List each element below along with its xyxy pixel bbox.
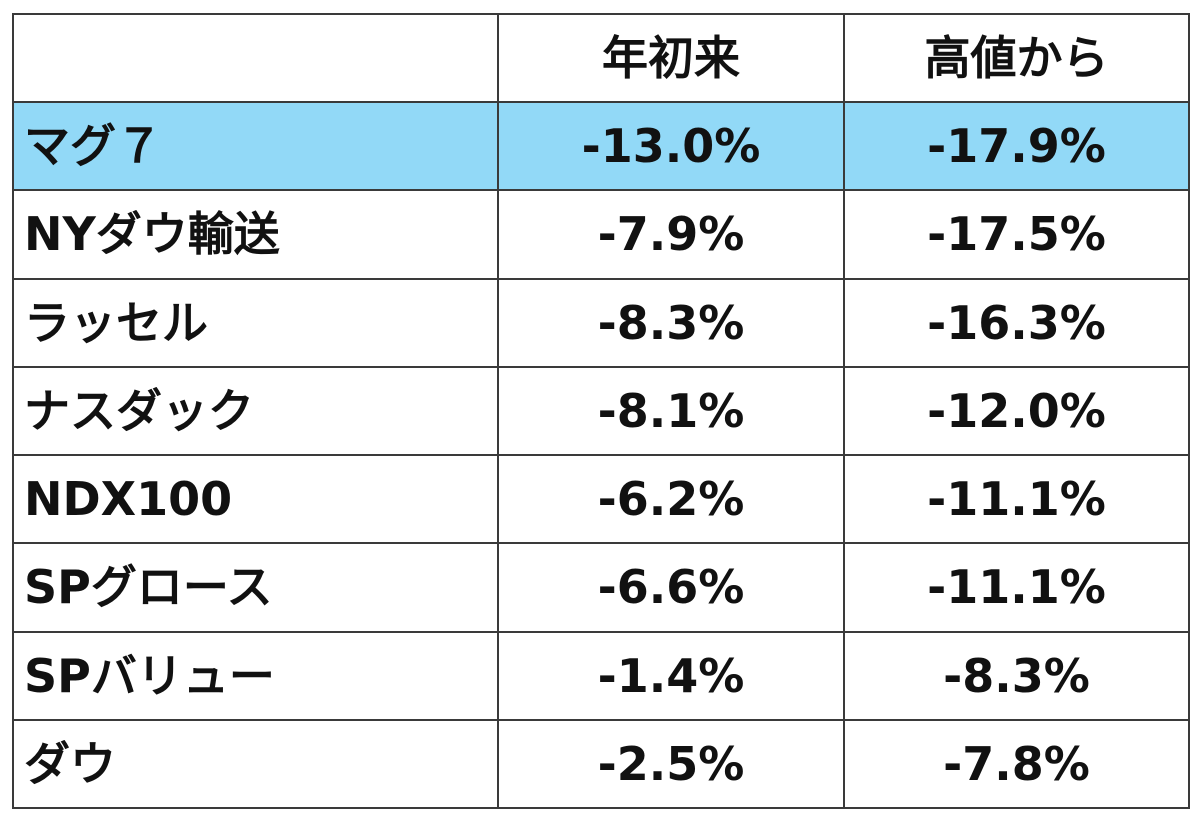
- header-ytd-cell: 年初来: [497, 13, 845, 103]
- row-name-cell: NYダウ輸送: [12, 189, 499, 280]
- row-name-cell: ラッセル: [12, 277, 499, 368]
- row-ytd-cell: -13.0%: [497, 100, 845, 192]
- row-ytd-cell: -7.9%: [497, 189, 845, 280]
- returns-table-container: 年初来 高値から マグ７ -13.0% -17.9% NYダウ輸送 -7.9% -17.5…: [12, 13, 1190, 810]
- table-body: マグ７ -13.0% -17.9% NYダウ輸送 -7.9% -17.5% ラッセル -8.3…: [12, 100, 1190, 810]
- row-name-cell: マグ７: [12, 100, 499, 192]
- row-name-cell: SPグロース: [12, 542, 499, 633]
- table-row: ナスダック -8.1% -12.0%: [12, 365, 1190, 457]
- row-name-cell: NDX100: [12, 453, 499, 545]
- row-from-high-cell: -17.5%: [843, 189, 1190, 280]
- returns-table: 年初来 高値から マグ７ -13.0% -17.9% NYダウ輸送 -7.9% -17.5…: [12, 13, 1190, 810]
- row-ytd-cell: -6.6%: [497, 542, 845, 633]
- row-ytd-cell: -8.1%: [497, 365, 845, 457]
- header-from-high-cell: 高値から: [843, 13, 1190, 103]
- row-name-cell: SPバリュー: [12, 630, 499, 721]
- row-ytd-cell: -2.5%: [497, 718, 845, 810]
- row-from-high-cell: -11.1%: [843, 453, 1190, 545]
- table-row: SPグロース -6.6% -11.1%: [12, 542, 1190, 633]
- row-ytd-cell: -8.3%: [497, 277, 845, 368]
- header-name-cell: [12, 13, 499, 103]
- row-name-cell: ダウ: [12, 718, 499, 810]
- header-row: 年初来 高値から: [12, 13, 1190, 103]
- row-from-high-cell: -8.3%: [843, 630, 1190, 721]
- row-from-high-cell: -11.1%: [843, 542, 1190, 633]
- table-row: ラッセル -8.3% -16.3%: [12, 277, 1190, 368]
- row-from-high-cell: -17.9%: [843, 100, 1190, 192]
- table-row: NDX100 -6.2% -11.1%: [12, 453, 1190, 545]
- row-from-high-cell: -16.3%: [843, 277, 1190, 368]
- row-from-high-cell: -12.0%: [843, 365, 1190, 457]
- table-row: SPバリュー -1.4% -8.3%: [12, 630, 1190, 721]
- row-ytd-cell: -1.4%: [497, 630, 845, 721]
- table-row: マグ７ -13.0% -17.9%: [12, 100, 1190, 192]
- row-name-cell: ナスダック: [12, 365, 499, 457]
- row-ytd-cell: -6.2%: [497, 453, 845, 545]
- table-row: NYダウ輸送 -7.9% -17.5%: [12, 189, 1190, 280]
- table-row: ダウ -2.5% -7.8%: [12, 718, 1190, 810]
- row-from-high-cell: -7.8%: [843, 718, 1190, 810]
